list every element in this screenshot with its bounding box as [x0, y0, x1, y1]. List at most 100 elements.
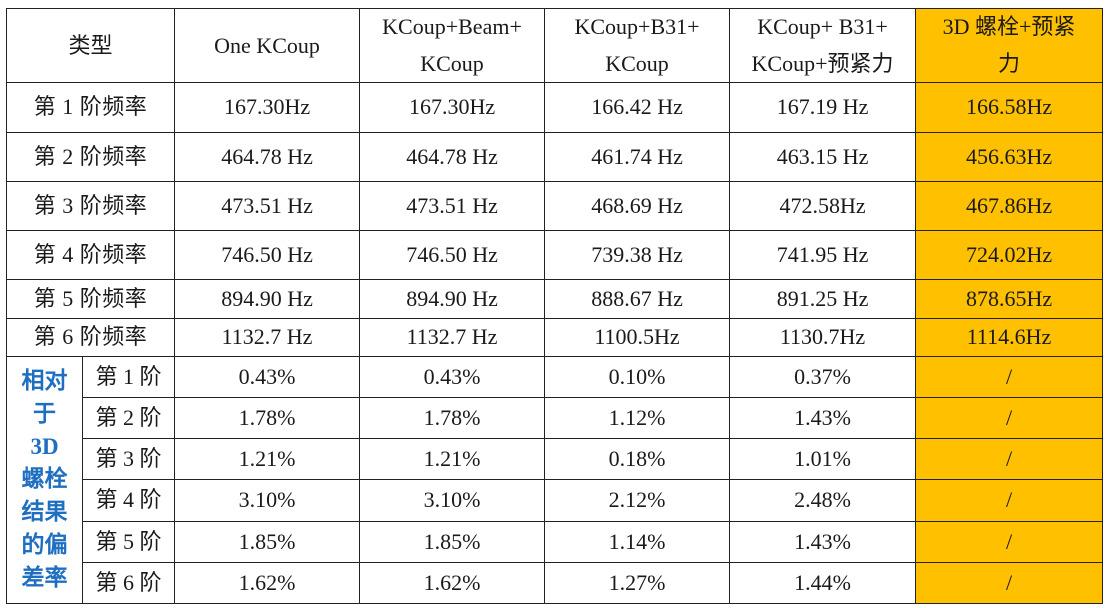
frequency-cell-highlighted: 467.86Hz — [915, 180, 1104, 232]
deviation-cell: 0.37% — [729, 355, 917, 398]
deviation-cell: 1.21% — [174, 438, 361, 481]
frequency-cell: 741.95 Hz — [729, 230, 917, 281]
deviation-row-label: 第 5 阶 — [81, 520, 176, 563]
deviation-group-label: 相对 于 3D 螺栓 结果 的偏 差率 — [6, 355, 83, 605]
header-row: 类型 One KCoup KCoup+Beam+ KCoup KCoup+B31… — [5, 7, 1104, 84]
deviation-cell: 3.10% — [359, 479, 546, 522]
column-header-line: KCoup — [605, 50, 669, 76]
deviation-cell: 1.78% — [174, 396, 361, 440]
column-header-kcoup-b31-kcoup: KCoup+B31+ KCoup — [544, 7, 731, 84]
column-header-line: KCoup+B31+ — [574, 14, 700, 40]
deviation-cell: 3.10% — [174, 479, 361, 522]
deviation-group-label-line: 于 — [33, 400, 56, 426]
frequency-cell: 167.19 Hz — [729, 82, 917, 133]
deviation-cell-not-applicable: / — [915, 561, 1104, 605]
deviation-row: 第 2 阶 1.78% 1.78% 1.12% 1.43% / — [7, 396, 1104, 440]
frequency-row: 第 2 阶频率 464.78 Hz 464.78 Hz 461.74 Hz 46… — [5, 131, 1104, 182]
frequency-row-label: 第 2 阶频率 — [5, 131, 176, 182]
frequency-cell: 468.69 Hz — [544, 180, 731, 232]
frequency-cell: 472.58Hz — [729, 180, 917, 232]
type-header-cell: 类型 — [5, 7, 176, 84]
deviation-group-label-line: 螺栓 — [21, 466, 68, 492]
frequency-cell: 461.74 Hz — [544, 131, 731, 182]
column-header-one-kcoup: One KCoup — [174, 7, 361, 84]
deviation-cell-not-applicable: / — [915, 520, 1104, 563]
deviation-cell: 1.85% — [174, 520, 361, 563]
frequency-cell-highlighted: 166.58Hz — [915, 82, 1104, 133]
frequency-cell: 464.78 Hz — [174, 131, 361, 182]
frequency-cell: 166.42 Hz — [544, 82, 731, 133]
deviation-row: 第 6 阶 1.62% 1.62% 1.27% 1.44% / — [7, 561, 1104, 605]
frequency-cell: 894.90 Hz — [174, 279, 361, 319]
frequency-cell: 473.51 Hz — [174, 180, 361, 232]
deviation-cell-not-applicable: / — [915, 438, 1104, 481]
deviation-group-label-line: 差率 — [21, 565, 68, 591]
deviation-cell: 1.27% — [544, 561, 731, 605]
deviation-cell: 1.43% — [729, 396, 917, 440]
frequency-cell: 1132.7 Hz — [174, 317, 361, 357]
frequency-row: 第 5 阶频率 894.90 Hz 894.90 Hz 888.67 Hz 89… — [5, 279, 1104, 319]
type-header-label: 类型 — [68, 32, 113, 58]
column-header-line: KCoup+Beam+ — [382, 14, 522, 40]
deviation-group-label-line: 的偏 — [21, 532, 68, 558]
column-header-kcoup-b31-kcoup-preload: KCoup+ B31+ KCoup+预紧力 — [729, 7, 917, 84]
deviation-group-label-line: 相对 — [21, 367, 68, 393]
frequency-row: 第 6 阶频率 1132.7 Hz 1132.7 Hz 1100.5Hz 113… — [5, 317, 1104, 357]
modal-frequency-comparison-table: 类型 One KCoup KCoup+Beam+ KCoup KCoup+B31… — [5, 7, 1104, 605]
frequency-cell-highlighted: 456.63Hz — [915, 131, 1104, 182]
frequency-cell: 891.25 Hz — [729, 279, 917, 319]
deviation-cell: 1.62% — [174, 561, 361, 605]
deviation-cell: 2.12% — [544, 479, 731, 522]
deviation-cell: 0.18% — [544, 438, 731, 481]
column-header-line: 3D 螺栓+预紧 — [942, 14, 1076, 40]
deviation-group-label-line: 结果 — [21, 499, 68, 525]
frequency-row: 第 1 阶频率 167.30Hz 167.30Hz 166.42 Hz 167.… — [5, 82, 1104, 133]
frequency-cell: 746.50 Hz — [174, 230, 361, 281]
deviation-cell: 1.62% — [359, 561, 546, 605]
frequency-cell: 1130.7Hz — [729, 317, 917, 357]
deviation-row-label: 第 1 阶 — [81, 355, 176, 398]
deviation-cell: 1.12% — [544, 396, 731, 440]
frequency-row: 第 3 阶频率 473.51 Hz 473.51 Hz 468.69 Hz 47… — [5, 180, 1104, 232]
frequency-cell-highlighted: 724.02Hz — [915, 230, 1104, 281]
deviation-cell: 1.21% — [359, 438, 546, 481]
frequency-cell-highlighted: 878.65Hz — [915, 279, 1104, 319]
frequency-cell: 739.38 Hz — [544, 230, 731, 281]
deviation-cell: 1.78% — [359, 396, 546, 440]
deviation-cell: 1.43% — [729, 520, 917, 563]
deviation-row-label: 第 3 阶 — [81, 438, 176, 481]
frequency-cell: 167.30Hz — [359, 82, 546, 133]
deviation-row: 第 3 阶 1.21% 1.21% 0.18% 1.01% / — [7, 438, 1104, 481]
frequency-cell: 473.51 Hz — [359, 180, 546, 232]
column-header-3d-bolt-preload: 3D 螺栓+预紧 力 — [915, 7, 1104, 84]
deviation-cell-not-applicable: / — [915, 355, 1104, 398]
frequency-cell: 1100.5Hz — [544, 317, 731, 357]
frequency-cell: 1132.7 Hz — [359, 317, 546, 357]
column-header-line: KCoup+ B31+ — [757, 14, 888, 40]
column-header-line: KCoup+预紧力 — [751, 50, 894, 76]
column-header-line: One KCoup — [214, 32, 320, 58]
column-header-line: KCoup — [420, 50, 484, 76]
deviation-row-label: 第 2 阶 — [81, 396, 176, 440]
frequency-cell: 888.67 Hz — [544, 279, 731, 319]
frequency-cell: 463.15 Hz — [729, 131, 917, 182]
deviation-cell: 1.44% — [729, 561, 917, 605]
deviation-row-label: 第 4 阶 — [81, 479, 176, 522]
deviation-row: 第 5 阶 1.85% 1.85% 1.14% 1.43% / — [7, 520, 1104, 563]
deviation-cell: 0.10% — [544, 355, 731, 398]
deviation-cell: 2.48% — [729, 479, 917, 522]
frequency-row-label: 第 4 阶频率 — [5, 230, 176, 281]
frequency-row-label: 第 6 阶频率 — [5, 317, 176, 357]
deviation-cell: 0.43% — [359, 355, 546, 398]
frequency-row-label: 第 3 阶频率 — [5, 180, 176, 232]
deviation-row: 相对 于 3D 螺栓 结果 的偏 差率 第 1 阶 0.43% 0.43% 0.… — [6, 355, 1104, 605]
frequency-cell: 894.90 Hz — [359, 279, 546, 319]
frequency-cell: 167.30Hz — [174, 82, 361, 133]
deviation-cell-not-applicable: / — [915, 396, 1104, 440]
deviation-cell: 1.85% — [359, 520, 546, 563]
column-header-kcoup-beam-kcoup: KCoup+Beam+ KCoup — [359, 7, 546, 84]
deviation-cell: 1.01% — [729, 438, 917, 481]
deviation-group-label-line: 3D — [30, 433, 59, 459]
frequency-row: 第 4 阶频率 746.50 Hz 746.50 Hz 739.38 Hz 74… — [5, 230, 1104, 281]
frequency-cell: 746.50 Hz — [359, 230, 546, 281]
